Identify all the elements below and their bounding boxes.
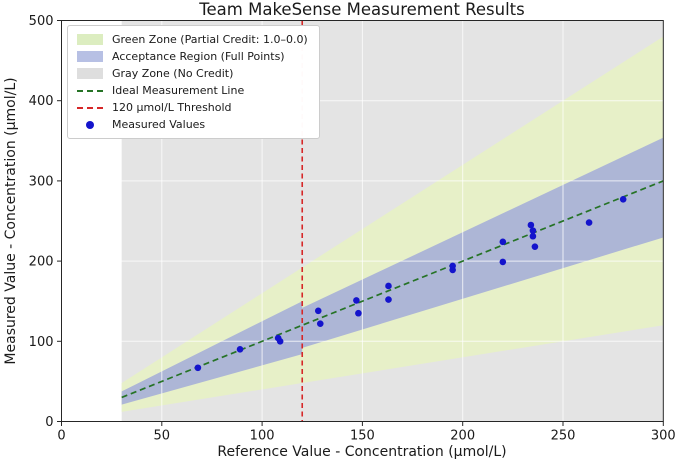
acceptance-region-above-threshold [302,137,664,348]
x-tick-label: 300 [651,429,676,444]
data-point [619,196,627,203]
data-point [585,219,593,226]
legend: Green Zone (Partial Credit: 1.0–0.0) Acc… [67,25,320,139]
data-point [385,282,392,290]
x-tick-label: 250 [551,429,576,444]
x-tick-label: 0 [57,429,65,444]
legend-label: Measured Values [112,118,206,131]
legend-item-ideal-line: Ideal Measurement Line [77,84,308,97]
legend-label: Ideal Measurement Line [112,84,245,97]
legend-label: Acceptance Region (Full Points) [112,50,285,63]
chart-title: Team MakeSense Measurement Results [198,0,525,19]
data-point [499,238,507,246]
ideal-line [121,180,664,399]
legend-item-green-zone: Green Zone (Partial Credit: 1.0–0.0) [77,33,308,46]
acceptance-region-below-threshold [121,301,303,405]
data-point [194,364,202,372]
data-point [531,243,539,250]
y-tick-label: 400 [29,94,54,109]
x-axis-label: Reference Value - Concentration (µmol/L) [217,444,506,460]
y-tick-label: 300 [29,174,54,189]
data-points [194,196,627,372]
data-point [527,221,535,229]
data-point [355,309,362,317]
x-tick-label: 150 [350,429,375,444]
acceptance-region-swatch [77,51,103,62]
data-point [314,307,322,315]
threshold-line-swatch [77,106,103,109]
gray-zone-swatch [77,68,103,79]
legend-item-measured-values: Measured Values [77,118,308,131]
data-point [353,297,360,304]
data-point [276,338,284,345]
y-tick-label: 500 [29,14,54,29]
y-axis-label: Measured Value - Concentration (µmol/L) [3,77,19,364]
data-point [385,296,392,303]
data-point [236,346,244,353]
data-point [316,320,324,327]
ideal-measurement-line [121,180,664,399]
legend-label: Green Zone (Partial Credit: 1.0–0.0) [112,33,308,46]
green-zone-partial-credit [121,36,664,412]
x-tick-label: 100 [250,429,275,444]
y-tick-label: 200 [29,255,54,270]
x-tick-label: 50 [154,429,171,444]
x-tick-label: 200 [450,429,475,444]
y-tick-label: 0 [45,415,53,430]
axes-and-ticks: 0 50 100 150 200 250 300 0 100 200 300 400 500 [29,14,676,444]
green-zone-swatch [77,34,103,45]
legend-label: 120 µmol/L Threshold [112,101,232,114]
legend-item-threshold: 120 µmol/L Threshold [77,101,308,114]
legend-item-acceptance-region: Acceptance Region (Full Points) [77,50,308,63]
legend-item-gray-zone: Gray Zone (No Credit) [77,67,308,80]
measured-values-marker-icon [77,119,103,130]
data-point [529,227,537,234]
data-point [449,266,456,274]
data-point [499,258,507,266]
data-point [529,232,537,240]
ideal-line-swatch [77,89,103,92]
y-tick-label: 100 [29,335,54,350]
legend-label: Gray Zone (No Credit) [112,67,234,80]
